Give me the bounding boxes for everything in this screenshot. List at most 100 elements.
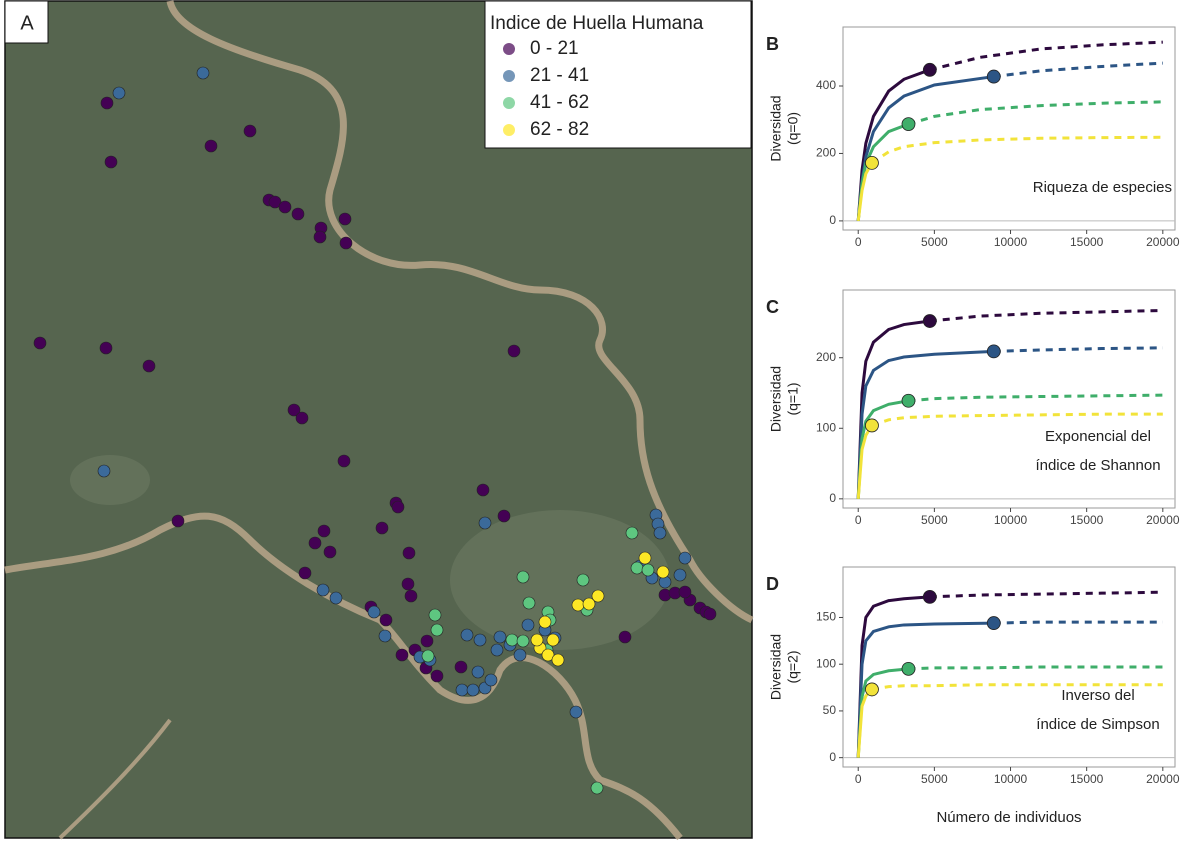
legend-title: Indice de Huella Humana (490, 13, 704, 34)
observed-curve (856, 621, 994, 758)
x-tick-label: 0 (855, 235, 862, 249)
river (58, 718, 172, 840)
y-tick-label: 200 (816, 146, 836, 160)
y-tick-label: 0 (829, 213, 836, 227)
legend-swatch (503, 70, 515, 82)
site-point (656, 565, 670, 579)
site-point (507, 344, 521, 358)
x-tick-label: 10000 (994, 772, 1028, 786)
y-tick-label: 150 (816, 610, 836, 624)
site-point (546, 633, 560, 647)
panel-label: D (766, 574, 779, 594)
site-point (33, 336, 47, 350)
x-tick-label: 10000 (994, 513, 1028, 527)
y-axis-label: Diversidad (768, 634, 784, 700)
panel-label: C (766, 297, 779, 317)
legend-swatch (503, 97, 515, 109)
site-point (287, 403, 301, 417)
site-point (571, 598, 585, 612)
observed-point (986, 344, 1001, 359)
x-tick-label: 0 (855, 772, 862, 786)
site-point (703, 607, 717, 621)
x-tick-label: 15000 (1070, 235, 1104, 249)
site-point (591, 589, 605, 603)
panel-label: B (766, 34, 779, 54)
observed-point (865, 418, 879, 433)
site-point (404, 589, 418, 603)
x-tick-label: 5000 (921, 513, 948, 527)
site-point (521, 618, 535, 632)
site-point (395, 648, 409, 662)
site-point (313, 230, 327, 244)
plot-frame (842, 289, 1176, 509)
extrapolated-curve (993, 61, 1163, 79)
plot-frame (842, 566, 1176, 768)
x-tick-label: 5000 (921, 772, 948, 786)
extrapolated-curve (871, 683, 1163, 691)
site-point (493, 630, 507, 644)
y-tick-label: 0 (829, 491, 836, 505)
x-tick-label: 20000 (1146, 235, 1180, 249)
observed-point (922, 590, 937, 604)
y-tick-label: 50 (823, 703, 837, 717)
site-point (430, 623, 444, 637)
site-point (291, 207, 305, 221)
site-point (100, 96, 114, 110)
site-point (455, 683, 469, 697)
site-point (522, 596, 536, 610)
river (166, 0, 754, 624)
y-axis-label: Diversidad (768, 95, 784, 161)
legend-label: 0 - 21 (530, 38, 579, 59)
y-tick-label: 100 (816, 656, 836, 670)
y-tick-label: 100 (816, 420, 836, 434)
site-point (104, 155, 118, 169)
site-point (338, 212, 352, 226)
legend-box (484, 0, 752, 149)
site-point (367, 605, 381, 619)
site-point (490, 643, 504, 657)
y-tick-label: 400 (816, 78, 836, 92)
site-point (268, 195, 282, 209)
x-tick-label: 20000 (1146, 513, 1180, 527)
y-axis-label: Diversidad (768, 366, 784, 432)
legend-label: 62 - 82 (530, 119, 589, 140)
x-tick-label: 5000 (921, 235, 948, 249)
site-point (379, 613, 393, 627)
site-point (402, 546, 416, 560)
extrapolated-curve (871, 135, 1163, 165)
annotation: índice de Simpson (1036, 716, 1159, 733)
site-point (466, 683, 480, 697)
site-point (401, 577, 415, 591)
site-point (476, 483, 490, 497)
site-point (323, 545, 337, 559)
y-tick-label: 0 (829, 750, 836, 764)
site-point (204, 139, 218, 153)
clearing (450, 510, 670, 650)
site-point (99, 341, 113, 355)
site-point (618, 630, 632, 644)
observed-point (986, 69, 1001, 84)
site-point (641, 563, 655, 577)
site-point (541, 648, 555, 662)
site-point (454, 660, 468, 674)
y-tick-label: 200 (816, 350, 836, 364)
site-point (638, 551, 652, 565)
site-point (421, 649, 435, 663)
site-point (497, 509, 511, 523)
panel-label: A (20, 12, 34, 34)
site-point (308, 536, 322, 550)
map-panel: A Indice de Huella Humana 0 - 21 21 - 41 4… (4, 0, 754, 841)
observed-point (986, 616, 1001, 630)
map-points (33, 66, 717, 795)
site-point (430, 669, 444, 683)
clearings (70, 455, 670, 650)
site-point (298, 566, 312, 580)
site-point (375, 521, 389, 535)
legend: 0 - 21 21 - 41 41 - 62 62 - 82 (503, 38, 589, 140)
site-point (378, 629, 392, 643)
site-point (317, 524, 331, 538)
site-point (516, 570, 530, 584)
site-point (590, 781, 604, 795)
